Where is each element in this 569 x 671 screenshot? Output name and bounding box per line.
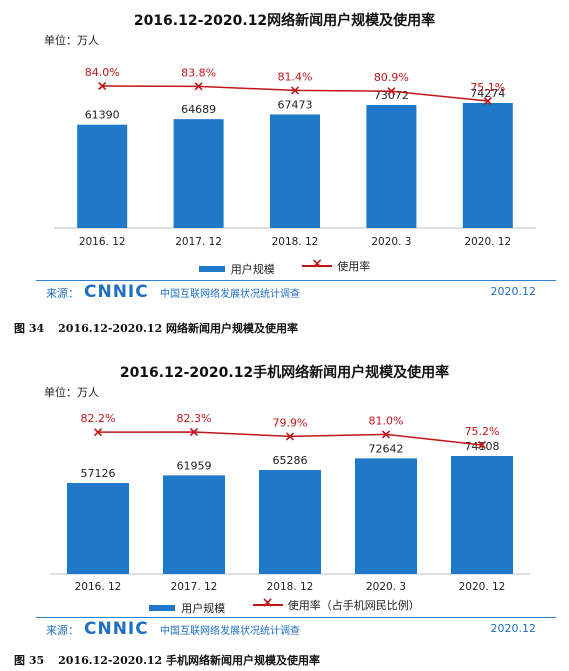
rate-marker <box>93 428 103 437</box>
bar-value-label: 57126 <box>81 467 116 480</box>
rate-value-label: 82.2% <box>81 412 116 425</box>
legend-line-swatch <box>302 256 333 272</box>
bar <box>259 470 321 574</box>
chart-legend: 用户规模 使用率 <box>0 256 569 277</box>
figure-caption: 图 35 2016.12-2020.12 手机网络新闻用户规模及使用率 <box>14 652 320 668</box>
source-label: 来源： <box>46 287 79 300</box>
chart-title: 2016.12-2020.12手机网络新闻用户规模及使用率 <box>119 365 450 381</box>
legend-bar-swatch <box>198 266 225 272</box>
bar <box>462 103 513 228</box>
unit-label: 单位：万人 <box>44 386 99 399</box>
legend-item-line: 使用率（占手机网民比例） <box>252 595 420 613</box>
legend-line-label: 使用率（占手机网民比例） <box>287 599 420 612</box>
rate-marker <box>483 96 492 106</box>
chart-panel-users: 2016.12-2020.12网络新闻用户规模及使用率 单位：万人 61390 2… <box>0 0 569 302</box>
rate-marker <box>194 82 203 91</box>
source-date: 2020.12 <box>490 622 537 635</box>
chart-footer: 来源： CNNIC 中国互联网络发展状况统计调查 2020.12 <box>36 617 556 639</box>
chart-plot: 57126 2016. 12 61959 2017. 12 65286 2018. 12 7… <box>50 412 530 592</box>
legend-item-bar: 用户规模 <box>149 600 225 616</box>
bar <box>163 475 225 574</box>
rate-marker <box>285 432 295 441</box>
bar <box>67 483 129 574</box>
source-label: 来源： <box>46 624 79 637</box>
figure-number: 图 34 <box>14 322 45 335</box>
rate-marker <box>98 81 107 91</box>
x-tick-label: 2020. 3 <box>371 236 411 248</box>
legend-bar-label: 用户规模 <box>230 263 275 276</box>
bar-value-label: 74274 <box>470 87 505 100</box>
legend-item-bar: 用户规模 <box>198 261 275 277</box>
x-tick-label: 2020. 3 <box>366 581 406 592</box>
chart-title: 2016.12-2020.12网络新闻用户规模及使用率 <box>133 13 436 29</box>
x-tick-label: 2016. 12 <box>75 581 122 592</box>
figure-caption: 图 34 2016.12-2020.12 网络新闻用户规模及使用率 <box>14 320 298 336</box>
chart-legend: 用户规模 使用率（占手机网民比例） <box>0 595 569 616</box>
x-tick-label: 2016. 12 <box>79 236 126 248</box>
rate-value-label: 84.0% <box>85 66 120 79</box>
bar <box>366 105 417 228</box>
rate-marker <box>290 86 300 95</box>
cnnic-logo: CNNIC <box>84 619 149 639</box>
rate-value-label: 83.8% <box>181 66 216 79</box>
bar <box>270 114 320 228</box>
bar-value-label: 61959 <box>177 459 212 472</box>
bar <box>451 456 513 574</box>
bar-value-label: 72642 <box>369 442 404 455</box>
source-date: 2020.12 <box>490 285 537 298</box>
legend-bar-swatch <box>149 605 176 611</box>
rate-value-label: 79.9% <box>273 416 308 429</box>
figure-number: 图 35 <box>14 654 45 667</box>
bar-value-label: 65286 <box>273 454 308 467</box>
x-tick-label: 2020. 12 <box>464 236 511 248</box>
rate-marker <box>477 440 487 450</box>
bar-value-label: 67473 <box>278 98 313 111</box>
rate-line <box>97 431 483 446</box>
rate-value-label: 81.4% <box>278 70 313 83</box>
figure-caption-text: 2016.12-2020.12 网络新闻用户规模及使用率 <box>58 322 299 335</box>
bar-value-label: 74108 <box>465 440 500 453</box>
bar <box>355 458 417 574</box>
rate-value-label: 82.3% <box>177 412 212 425</box>
x-tick-label: 2017. 12 <box>171 581 218 592</box>
legend-line-swatch <box>252 595 283 611</box>
cnnic-logo: CNNIC <box>84 282 149 302</box>
x-tick-label: 2020. 12 <box>459 581 506 592</box>
bar-value-label: 61390 <box>85 109 120 122</box>
rate-marker <box>381 430 391 439</box>
rate-value-label: 80.9% <box>374 71 409 84</box>
bar <box>77 124 128 228</box>
legend-line-label: 使用率 <box>337 260 371 273</box>
rate-value-label: 75.1% <box>470 81 505 94</box>
chart-panel-mobile-users: 2016.12-2020.12手机网络新闻用户规模及使用率 单位：万人 5712… <box>0 352 569 644</box>
rate-marker <box>387 87 396 96</box>
rate-value-label: 75.2% <box>465 425 500 438</box>
x-tick-label: 2018. 12 <box>267 581 314 592</box>
x-tick-label: 2017. 12 <box>175 236 222 248</box>
bar <box>173 119 224 228</box>
bar-value-label: 64689 <box>181 103 216 116</box>
rate-marker <box>189 427 199 437</box>
legend-item-line: 使用率 <box>302 256 371 274</box>
rate-value-label: 81.0% <box>369 414 404 427</box>
figure-caption-text: 2016.12-2020.12 手机网络新闻用户规模及使用率 <box>58 654 321 667</box>
source-org: 中国互联网络发展状况统计调查 <box>160 626 300 637</box>
chart-plot: 61390 2016. 12 64689 2017. 12 67473 2018. 12 7… <box>54 66 536 248</box>
legend-bar-label: 用户规模 <box>181 602 226 615</box>
x-tick-label: 2018. 12 <box>272 236 319 248</box>
chart-footer: 来源： CNNIC 中国互联网络发展状况统计调查 2020.12 <box>36 280 556 302</box>
source-org: 中国互联网络发展状况统计调查 <box>160 289 300 300</box>
unit-label: 单位：万人 <box>44 34 99 47</box>
